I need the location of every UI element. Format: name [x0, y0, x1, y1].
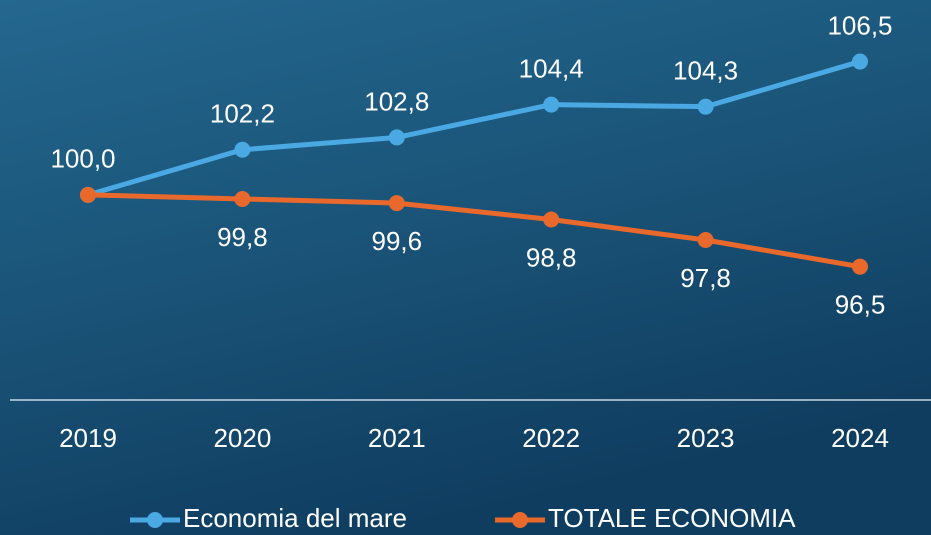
data-label: 102,2 [210, 99, 275, 129]
data-point [698, 99, 714, 115]
data-label: 106,5 [827, 10, 892, 40]
x-tick-label: 2022 [522, 423, 580, 453]
data-label: 99,8 [217, 222, 268, 252]
data-label: 96,5 [835, 290, 886, 320]
data-point [389, 129, 405, 145]
data-point [234, 191, 250, 207]
data-point [698, 232, 714, 248]
data-label: 98,8 [526, 242, 577, 272]
data-label: 104,3 [673, 56, 738, 86]
x-tick-label: 2023 [677, 423, 735, 453]
x-tick-label: 2024 [831, 423, 889, 453]
data-label: 104,4 [519, 53, 584, 83]
data-point [543, 97, 559, 113]
legend-label: Economia del mare [183, 503, 407, 533]
data-label: 100,0 [50, 144, 115, 174]
x-tick-label: 2019 [59, 423, 117, 453]
legend-marker [512, 512, 528, 528]
legend-label: TOTALE ECONOMIA [548, 503, 796, 533]
data-label: 102,8 [364, 86, 429, 116]
data-label: 97,8 [680, 263, 731, 293]
data-point [389, 195, 405, 211]
x-tick-label: 2021 [368, 423, 426, 453]
data-point [80, 187, 96, 203]
chart: 2019 2020 2021 2022 2023 2024 100,0 102,2 102,8 1… [0, 0, 931, 535]
x-tick-label: 2020 [213, 423, 271, 453]
data-point [852, 259, 868, 275]
data-point [234, 142, 250, 158]
legend-marker [147, 512, 163, 528]
data-label: 99,6 [371, 226, 422, 256]
data-point [852, 54, 868, 70]
data-point [543, 211, 559, 227]
